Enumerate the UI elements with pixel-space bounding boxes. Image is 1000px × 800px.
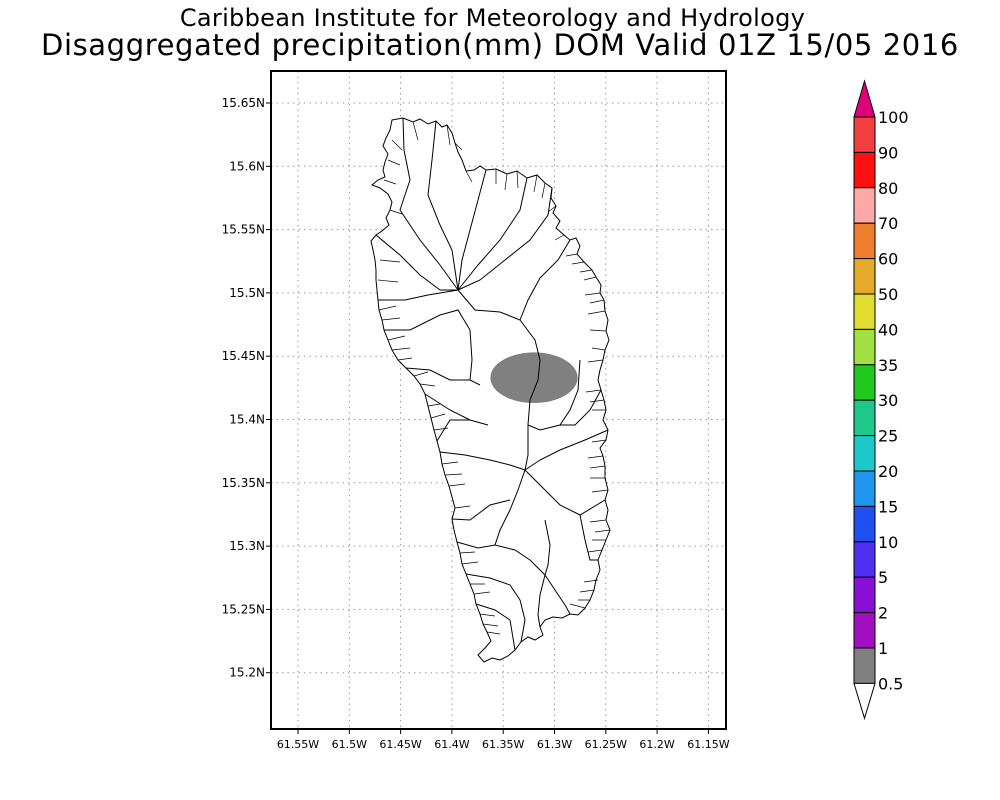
x-tick-label: 61.5W — [332, 738, 367, 751]
colorbar-segment — [853, 505, 876, 543]
x-tick-label: 61.25W — [585, 738, 627, 751]
colorbar-segment — [853, 328, 876, 366]
x-tick-label: 61.45W — [379, 738, 421, 751]
x-tick-label: 61.3W — [537, 738, 572, 751]
colorbar-segment — [853, 364, 876, 401]
colorbar-segment — [853, 541, 876, 578]
y-tick-label: 15.55N — [222, 223, 265, 237]
chart-subtitle: Disaggregated precipitation(mm) DOM Vali… — [41, 28, 959, 62]
colorbar-label: 40 — [878, 320, 898, 339]
colorbar-label: 30 — [878, 391, 898, 410]
x-tick-label: 61.55W — [277, 738, 319, 751]
colorbar-label: 35 — [878, 356, 898, 375]
chart-title: Caribbean Institute for Meteorology and … — [179, 4, 806, 32]
y-tick-label: 15.2N — [229, 666, 265, 680]
colorbar-segment — [853, 647, 876, 684]
colorbar-label: 5 — [878, 568, 888, 587]
colorbar-segment — [853, 187, 876, 224]
colorbar-label: 80 — [878, 179, 898, 198]
colorbar-segment — [853, 222, 876, 260]
colorbar-label: 0.5 — [878, 674, 903, 693]
y-tick-label: 15.45N — [222, 349, 265, 363]
colorbar-label: 10 — [878, 533, 898, 552]
colorbar-segment — [853, 576, 876, 614]
watershed-boundaries — [375, 117, 609, 651]
axis-labels: 61.55W 61.5W 61.45W 61.4W 61.35W 61.3W 61.25W 6… — [222, 96, 730, 751]
y-tick-label: 15.6N — [229, 159, 265, 173]
colorbar-segment — [853, 435, 876, 472]
y-tick-label: 15.25N — [222, 602, 265, 616]
y-tick-label: 15.65N — [222, 96, 265, 110]
coastal-streams — [377, 121, 611, 635]
y-tick-label: 15.35N — [222, 476, 265, 490]
map-frame — [270, 70, 727, 730]
y-tick-label: 15.4N — [229, 413, 265, 427]
x-tick-label: 61.2W — [639, 738, 674, 751]
colorbar-segment — [853, 470, 876, 507]
colorbar-label: 90 — [878, 143, 898, 162]
colorbar-label: 50 — [878, 285, 898, 304]
colorbar-label: 20 — [878, 462, 898, 481]
y-tick-label: 15.5N — [229, 286, 265, 300]
colorbar-label: 25 — [878, 427, 898, 446]
colorbar-label: 1 — [878, 639, 888, 658]
colorbar-segment — [853, 293, 876, 330]
colorbar: 100 90 80 70 60 50 40 35 30 25 20 15 10 5 2 1 0.5 — [853, 79, 909, 721]
y-tick-label: 15.3N — [229, 539, 265, 553]
colorbar-label: 60 — [878, 250, 898, 269]
colorbar-segment — [853, 258, 876, 295]
precipitation-area — [490, 352, 578, 404]
colorbar-top-arrow — [853, 79, 876, 118]
colorbar-label: 100 — [878, 108, 909, 127]
colorbar-segment — [853, 116, 876, 153]
colorbar-label: 15 — [878, 497, 898, 516]
colorbar-segment — [853, 399, 876, 437]
colorbar-label: 70 — [878, 214, 898, 233]
x-tick-label: 61.15W — [687, 738, 729, 751]
colorbar-bottom-arrow — [853, 682, 876, 721]
colorbar-segment — [853, 151, 876, 189]
colorbar-segment — [853, 612, 876, 649]
colorbar-label: 2 — [878, 604, 888, 623]
x-tick-label: 61.35W — [482, 738, 524, 751]
x-tick-label: 61.4W — [434, 738, 469, 751]
island-outline — [370, 117, 611, 663]
